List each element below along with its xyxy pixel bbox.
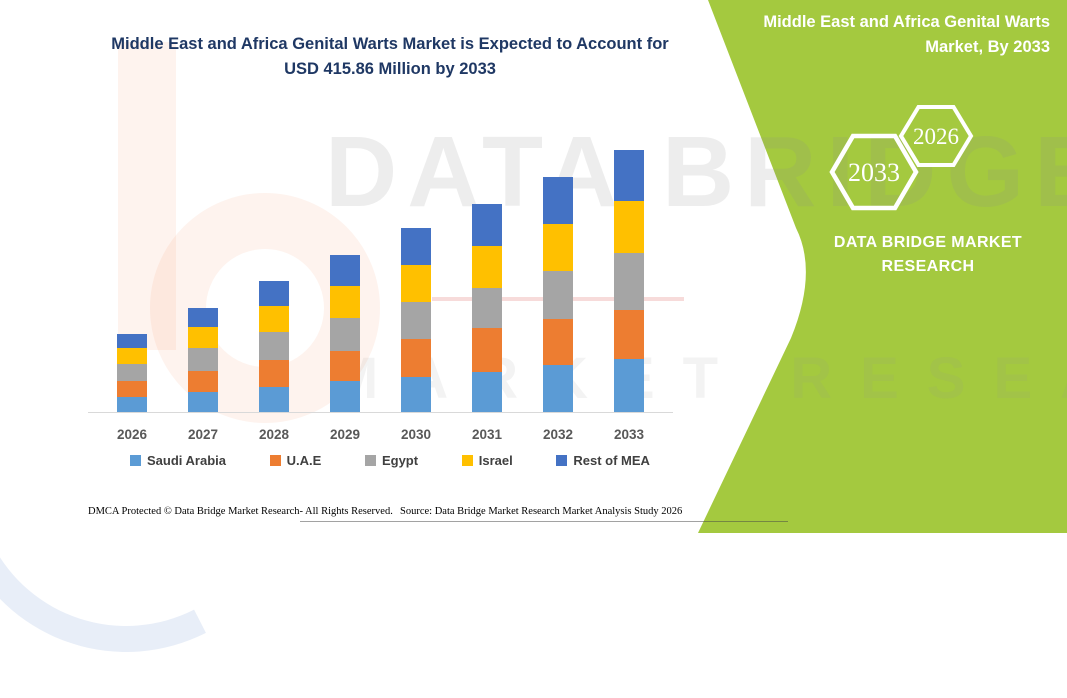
bar-2027-segment-rest-of-mea (188, 307, 218, 328)
legend-marker-israel (461, 455, 473, 466)
bar-2029-segment-saudi-arabia (330, 381, 360, 412)
bar-2031-segment-saudi-arabia (472, 371, 502, 412)
source-text: Source: Data Bridge Market Research Mark… (400, 506, 683, 517)
bar-2029: 2029 (330, 254, 360, 442)
stacked-bar-chart: 2026 2027 2028 2029 2030 2031 2032 2033 (117, 138, 644, 442)
chart-title: Middle East and Africa Genital Warts Mar… (111, 35, 669, 78)
bottom-divider (300, 521, 788, 522)
bar-2030-segment-saudi-arabia (401, 376, 431, 412)
green-banner-shape (698, 0, 1067, 533)
legend-marker-saudi-arabia (130, 455, 141, 466)
legend-label-israel: Israel (478, 453, 513, 468)
bar-2028: 2028 (259, 281, 289, 442)
legend-item-u-a-e: U.A.E (269, 453, 322, 468)
bar-2030-segment-rest-of-mea (401, 228, 431, 266)
bar-2033: 2033 (614, 150, 644, 442)
bar-2028-segment-egypt (259, 332, 289, 361)
bar-2030: 2030 (401, 228, 431, 442)
legend-marker-u-a-e (269, 455, 281, 466)
bar-2026-segment-saudi-arabia (117, 396, 147, 412)
x-axis-label-2031: 2031 (471, 427, 503, 442)
legend-item-israel: Israel (461, 453, 513, 468)
bar-2027-segment-israel (188, 327, 218, 349)
bar-2028-segment-u-a-e (259, 360, 289, 387)
bar-2026-segment-rest-of-mea (117, 333, 147, 349)
bar-2031-segment-rest-of-mea (472, 204, 502, 246)
right-panel-title: Middle East and Africa Genital Warts Mar… (763, 13, 1050, 56)
bar-2031-segment-israel (472, 245, 502, 289)
hexagon-2033 (829, 133, 919, 211)
bar-2033-segment-saudi-arabia (614, 358, 644, 412)
bar-2028-segment-israel (259, 305, 289, 333)
bar-2026: 2026 (117, 333, 147, 442)
bar-2029-segment-egypt (330, 317, 360, 351)
bar-2032-segment-rest-of-mea (543, 177, 573, 224)
x-axis-label-2033: 2033 (613, 427, 645, 442)
brand-line1: DATA BRIDGE MARKET (833, 234, 1023, 251)
bar-2032-segment-egypt (543, 270, 573, 319)
bar-2029-segment-israel (330, 285, 360, 318)
chart-legend: Saudi Arabia U.A.E Egypt Israel Rest of MEA (130, 453, 650, 468)
forecast-hexagons: 2033 2026 (829, 105, 974, 211)
bar-2029-segment-u-a-e (330, 350, 360, 382)
hexagon-2026 (898, 105, 974, 167)
x-axis-label-2029: 2029 (329, 427, 361, 442)
x-axis-label-2028: 2028 (258, 427, 290, 442)
legend-item-rest-of-mea: Rest of MEA (556, 453, 650, 468)
copyright-text: DMCA Protected © Data Bridge Market Rese… (88, 506, 393, 517)
x-axis-label-2030: 2030 (400, 427, 432, 442)
bar-2031: 2031 (472, 204, 502, 442)
legend-marker-egypt (364, 455, 376, 466)
bar-2032-segment-u-a-e (543, 318, 573, 365)
bar-2029-segment-rest-of-mea (330, 254, 360, 286)
legend-label-rest-of-mea: Rest of MEA (573, 453, 650, 468)
hexagon-2026-label: 2026 (913, 124, 959, 149)
brand-name: DATA BRIDGE MARKET RESEARCH (828, 231, 1028, 279)
bar-2033-segment-israel (614, 200, 644, 254)
bar-2032-segment-saudi-arabia (543, 364, 573, 412)
bar-2030-segment-israel (401, 265, 431, 302)
bar-2026-segment-egypt (117, 364, 147, 381)
bar-2031-segment-egypt (472, 288, 502, 328)
legend-marker-rest-of-mea (556, 455, 568, 466)
legend-item-egypt: Egypt (364, 453, 419, 468)
bar-2032-segment-israel (543, 223, 573, 271)
bar-2028-segment-rest-of-mea (259, 281, 289, 306)
bar-2031-segment-u-a-e (472, 327, 502, 372)
x-axis-label-2027: 2027 (187, 427, 219, 442)
bar-2026-segment-u-a-e (117, 380, 147, 397)
bar-2027-segment-egypt (188, 348, 218, 371)
bar-2030-segment-u-a-e (401, 339, 431, 377)
x-axis-label-2026: 2026 (116, 427, 148, 442)
x-axis-line (88, 412, 673, 413)
bar-2030-segment-egypt (401, 301, 431, 340)
bar-2033-segment-u-a-e (614, 309, 644, 359)
bar-2032: 2032 (543, 177, 573, 442)
bar-2033-segment-egypt (614, 253, 644, 310)
legend-item-saudi-arabia: Saudi Arabia (130, 453, 226, 468)
bar-2027: 2027 (188, 307, 218, 442)
legend-label-egypt: Egypt (381, 453, 419, 468)
brand-line2: RESEARCH (881, 258, 975, 275)
legend-label-u-a-e: U.A.E (286, 453, 322, 468)
legend-label-saudi-arabia: Saudi Arabia (147, 453, 226, 468)
bar-2027-segment-saudi-arabia (188, 392, 218, 412)
bar-2028-segment-saudi-arabia (259, 386, 289, 412)
bar-2033-segment-rest-of-mea (614, 150, 644, 201)
bar-2026-segment-israel (117, 348, 147, 365)
x-axis-label-2032: 2032 (542, 427, 574, 442)
hexagon-2033-label: 2033 (848, 158, 900, 187)
bar-2027-segment-u-a-e (188, 370, 218, 393)
